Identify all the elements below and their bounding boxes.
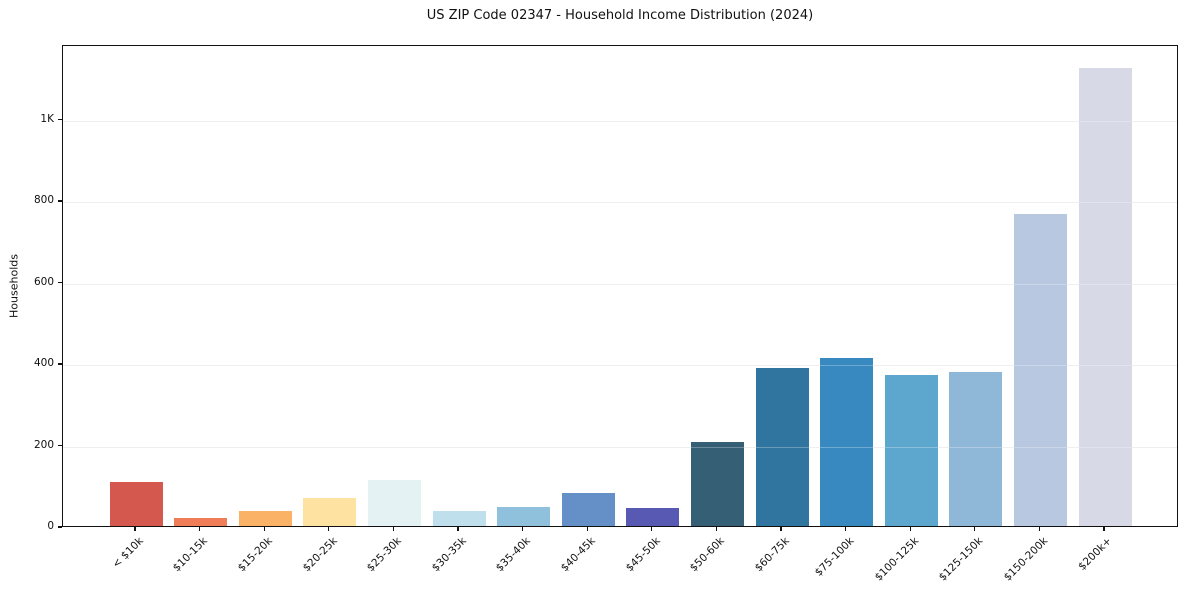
x-tick-label: $150-200k <box>1001 535 1050 584</box>
x-tick-label: $75-100k <box>812 535 857 579</box>
y-tick-mark <box>58 444 62 447</box>
bar <box>561 493 615 526</box>
x-tick-mark <box>1103 527 1105 531</box>
y-tick-mark <box>58 118 62 121</box>
x-tick-label: $100-125k <box>872 535 921 584</box>
gridline <box>63 446 1177 448</box>
chart-title: US ZIP Code 02347 - Household Income Dis… <box>426 8 814 23</box>
bar <box>1013 213 1067 526</box>
x-tick-label: $40-45k <box>558 535 598 575</box>
x-tick-label: $15-20k <box>235 535 275 575</box>
x-tick-mark <box>845 527 847 531</box>
x-tick-mark <box>974 527 976 531</box>
x-tick-mark <box>780 527 782 531</box>
bar <box>174 517 228 526</box>
bar <box>690 441 744 526</box>
gridline <box>63 202 1177 204</box>
y-tick-label: 600 <box>33 275 54 288</box>
gridline <box>63 283 1177 285</box>
x-tick-mark <box>263 527 265 531</box>
y-tick-mark <box>58 281 62 284</box>
x-tick-mark <box>651 527 653 531</box>
x-tick-mark <box>134 527 136 531</box>
bar <box>303 497 357 526</box>
bar <box>1078 67 1132 526</box>
x-tick-mark <box>1038 527 1040 531</box>
y-tick-label: 200 <box>33 438 54 451</box>
y-tick-label: 800 <box>33 194 54 207</box>
bar <box>626 507 680 526</box>
bar <box>884 375 938 526</box>
x-tick-mark <box>715 527 717 531</box>
bar <box>432 510 486 526</box>
x-tick-mark <box>457 527 459 531</box>
bar <box>367 479 421 526</box>
x-tick-mark <box>909 527 911 531</box>
x-tick-mark <box>199 527 201 531</box>
x-tick-label: $25-30k <box>364 535 404 575</box>
y-tick-label: 400 <box>33 357 54 370</box>
y-tick-label: 1K <box>40 112 54 125</box>
bar <box>109 482 163 526</box>
x-tick-label: $50-60k <box>687 535 727 575</box>
bar <box>238 510 292 526</box>
bar <box>497 507 551 526</box>
x-tick-mark <box>586 527 588 531</box>
gridline-overlay <box>63 202 1177 204</box>
x-tick-label: $60-75k <box>752 535 792 575</box>
gridline-overlay <box>63 446 1177 448</box>
x-tick-label: $35-40k <box>494 535 534 575</box>
plot-area <box>62 45 1178 527</box>
bar <box>820 357 874 526</box>
gridline-overlay <box>63 283 1177 285</box>
x-tick-label: $125-150k <box>936 535 986 584</box>
x-tick-label: $20-25k <box>300 535 340 575</box>
x-tick-label: < $10k <box>109 535 146 571</box>
gridline <box>63 365 1177 367</box>
y-tick-mark <box>58 200 62 202</box>
y-tick-mark <box>58 363 62 365</box>
x-tick-mark <box>328 527 330 531</box>
y-tick-mark <box>58 526 62 528</box>
x-tick-label: $30-35k <box>429 535 469 575</box>
bar <box>755 367 809 526</box>
x-tick-label: $200k+ <box>1076 535 1115 573</box>
gridline <box>63 120 1177 122</box>
gridline-overlay <box>63 365 1177 367</box>
x-tick-mark <box>392 527 394 531</box>
x-tick-label: $10-15k <box>171 535 211 575</box>
bar <box>949 371 1003 526</box>
y-tick-label: 0 <box>47 520 54 532</box>
x-tick-mark <box>522 527 524 531</box>
gridline-overlay <box>63 120 1177 122</box>
x-tick-label: $45-50k <box>623 535 663 575</box>
